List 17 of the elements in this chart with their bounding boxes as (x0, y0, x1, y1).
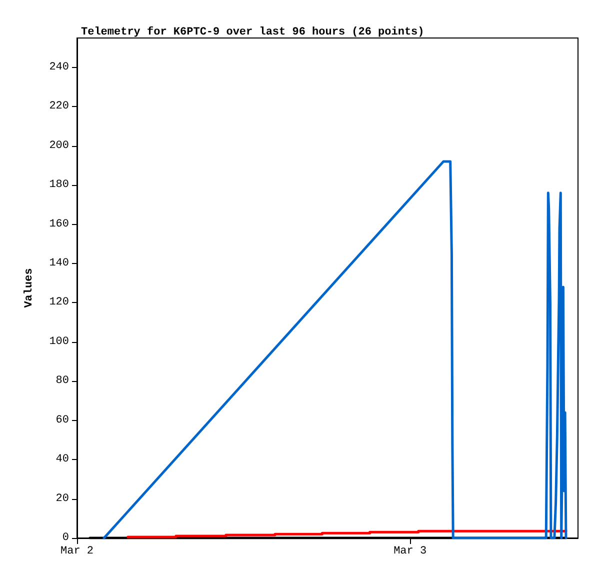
y-tick-label: 80 (56, 375, 69, 388)
x-tick-label: Mar 3 (394, 546, 427, 558)
y-tick-label: 100 (49, 336, 69, 348)
x-tick-label: Mar 2 (60, 546, 94, 558)
y-tick-label: 140 (49, 257, 69, 270)
chart-title: Telemetry for K6PTC-9 over last 96 hours (26 points) (81, 26, 424, 38)
y-tick-label: 220 (49, 100, 69, 113)
y-tick-label: 40 (56, 454, 69, 466)
y-axis-title: Values (24, 268, 36, 308)
y-tick-label: 180 (49, 179, 69, 192)
y-tick-label: 0 (62, 532, 69, 544)
y-tick-label: 120 (49, 296, 69, 309)
y-tick-label: 160 (49, 218, 69, 230)
y-tick-label: 200 (49, 140, 69, 152)
y-tick-label: 20 (56, 492, 69, 505)
y-tick-label: 240 (49, 61, 69, 74)
y-tick-label: 60 (56, 414, 69, 426)
